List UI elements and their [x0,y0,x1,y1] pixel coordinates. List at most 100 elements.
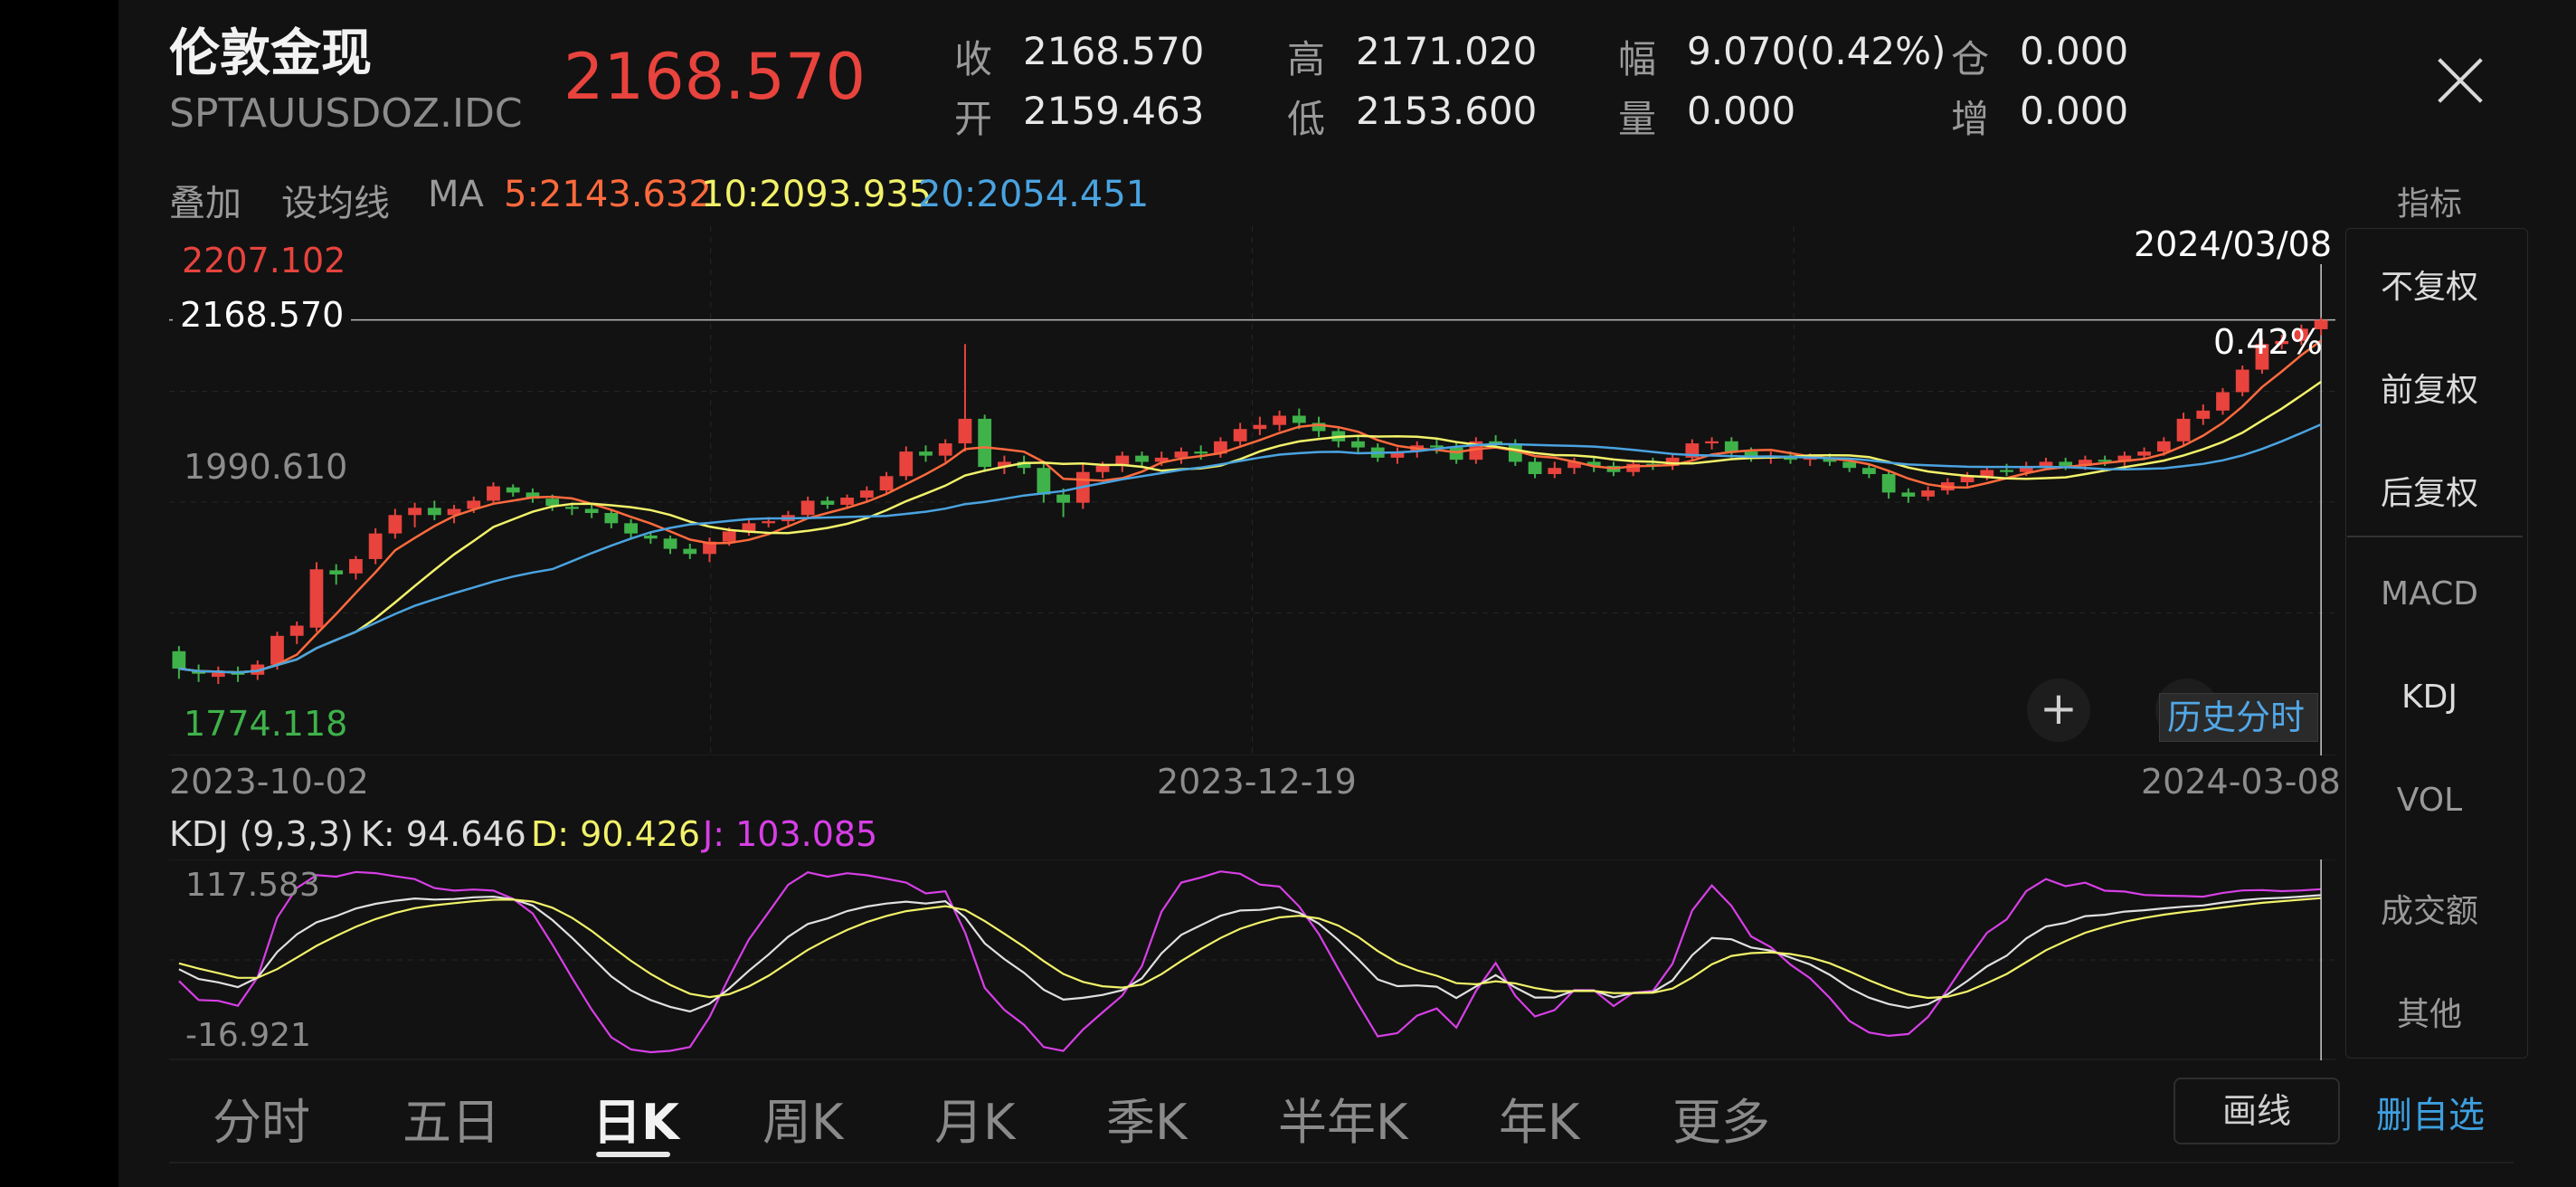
tab-intraday[interactable]: 分时 [213,1094,310,1151]
side-panel [2345,228,2528,1059]
kdj-j-value: J: 103.085 [703,814,878,854]
kdj-k-line [178,894,2322,1013]
candle-body [487,486,500,501]
add-button[interactable]: + [2027,679,2090,742]
side-item-forward-adjust[interactable]: 前复权 [2380,372,2478,409]
side-item-no-adjust[interactable]: 不复权 [2380,269,2478,306]
candle-body [2176,418,2191,442]
candle-body [2000,470,2013,472]
ma10-value: 10:2093.935 [701,174,933,215]
overlay-button[interactable]: 叠加 [169,183,242,224]
current-price-tag: 2168.570 [173,295,352,335]
candle-body [467,500,481,509]
ma10-line [178,380,2322,674]
ma5-line [178,339,2322,674]
candle-body [1292,415,1306,423]
quote-label-close: 收 [954,37,993,81]
candle-body [2255,344,2269,370]
candle-body [1037,468,1051,495]
quote-label-low: 低 [1287,97,1326,141]
candle-body [919,451,933,456]
history-intraday-button[interactable]: 历史分时 [2159,693,2319,742]
kdj-chart[interactable] [169,859,2335,1060]
candle-body [349,558,363,574]
candle-body [1823,457,1837,462]
side-item-turnover[interactable]: 成交额 [2380,893,2478,930]
candle-body [683,548,697,555]
remove-watchlist-button[interactable]: 删自选 [2376,1095,2485,1136]
instrument-code: SPTAUUSDOZ.IDC [169,90,523,137]
candle-body [309,569,324,628]
candle-body [1626,463,1641,472]
candle-body [211,672,225,678]
candle-body [251,664,265,675]
candle-body [1548,468,1562,475]
side-item-macd[interactable]: MACD [2381,575,2478,612]
candle-body [938,443,952,456]
candlestick-chart[interactable] [169,226,2335,755]
side-item-other[interactable]: 其他 [2396,996,2462,1033]
tab-five-day[interactable]: 五日 [402,1094,500,1151]
candle-body [427,508,441,516]
candle-body [2137,451,2151,456]
candle-body [584,508,599,514]
x-date-end: 2024-03-08 [2141,762,2341,802]
candle-body [1705,441,1719,444]
tab-daily-k[interactable]: 日K [592,1094,679,1151]
candle-body [545,499,560,507]
candle-body [447,508,461,516]
candle-body [270,635,284,665]
quote-value-volume: 0.000 [1687,89,1796,133]
indicator-button[interactable]: 指标 [2396,185,2462,223]
ma20-value: 20:2054.451 [918,174,1150,215]
candle-body [1586,461,1601,466]
candle-body [703,541,716,555]
candle-body [1351,441,1365,448]
tab-yearly-k[interactable]: 年K [1499,1094,1580,1151]
draw-line-button[interactable]: 画线 [2174,1078,2340,1144]
candle-body [722,531,736,542]
candle-body [800,500,815,516]
kdj-title: KDJ (9,3,3) [169,814,354,854]
candle-body [388,515,402,534]
candle-body [1154,457,1169,462]
candle-body [1665,457,1680,466]
kdj-d-line [178,897,2322,1000]
candle-body [289,625,304,636]
quote-value-change: 9.070(0.42%) [1687,29,1946,73]
tab-monthly-k[interactable]: 月K [934,1094,1016,1151]
candle-body [506,487,520,493]
tab-half-year-k[interactable]: 半年K [1278,1094,1408,1151]
ma20-line [178,423,2322,674]
side-item-vol[interactable]: VOL [2396,782,2463,819]
candle-body [2314,319,2328,329]
candle-body [526,492,540,499]
side-item-backward-adjust[interactable]: 后复权 [2380,475,2478,512]
tab-weekly-k[interactable]: 周K [762,1094,844,1151]
candle-body [1390,451,1405,458]
candle-body [2275,340,2289,345]
candle-body [1960,476,1975,483]
candle-body [1528,461,1542,475]
candle-body [1253,424,1267,430]
candle-body [663,538,677,549]
quote-label-change: 幅 [1618,37,1657,81]
cursor-date-tag: 2024/03/08 [2128,224,2338,264]
candle-body [1803,457,1817,461]
side-item-kdj[interactable]: KDJ [2401,679,2458,716]
tab-quarterly-k[interactable]: 季K [1106,1094,1188,1151]
tab-more[interactable]: 更多 [1672,1094,1770,1151]
candle-body [978,418,992,468]
candle-body [624,523,638,534]
candle-body [1842,461,1857,469]
candle-body [1862,468,1876,475]
set-ma-button[interactable]: 设均线 [281,183,390,224]
candle-body [604,513,619,524]
candle-body [1233,429,1247,442]
kdj-bottom-label: -16.921 [185,1017,311,1054]
candle-body [2019,465,2033,472]
candle-body [1980,470,1994,477]
instrument-name: 伦敦金现 [169,24,372,83]
close-icon[interactable] [2436,56,2485,105]
ma-label: MA [428,174,484,215]
